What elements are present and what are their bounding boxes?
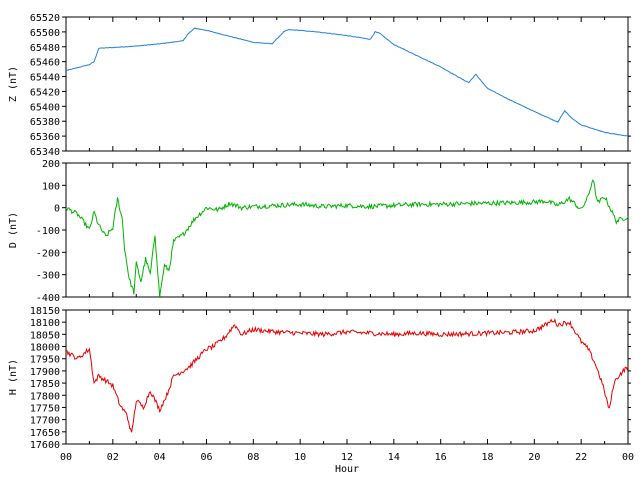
y-tick-label: 65400	[30, 102, 60, 113]
y-tick-label: 100	[42, 181, 60, 192]
y-axis-label: D (nT)	[8, 212, 19, 248]
x-tick-label: 00	[60, 452, 72, 463]
x-axis-label: Hour	[335, 464, 359, 475]
series-line	[66, 27, 629, 137]
y-tick-label: 18150	[30, 306, 60, 317]
x-tick-label: 06	[200, 452, 212, 463]
y-tick-label: -100	[36, 226, 60, 237]
y-tick-label: 200	[42, 159, 60, 170]
y-tick-label: 65340	[30, 147, 60, 158]
y-tick-label: 65480	[30, 43, 60, 54]
y-tick-label: 17850	[30, 379, 60, 390]
y-tick-label: -400	[36, 293, 60, 304]
y-tick-label: 65460	[30, 58, 60, 69]
x-tick-label: 16	[435, 452, 447, 463]
y-tick-label: 0	[54, 204, 60, 215]
panel-frame	[65, 162, 629, 298]
y-tick-label: 65380	[30, 117, 60, 128]
y-axis-label: Z (nT)	[8, 66, 19, 102]
y-tick-label: -200	[36, 248, 60, 259]
series-line	[65, 318, 629, 433]
y-tick-label: -300	[36, 271, 60, 282]
x-tick-label: 20	[528, 452, 540, 463]
y-tick-label: 18100	[30, 318, 60, 329]
y-tick-label: 65360	[30, 132, 60, 143]
panel-frame	[65, 16, 629, 152]
x-tick-label: 08	[247, 452, 259, 463]
y-tick-label: 65500	[30, 28, 60, 39]
y-tick-label: 17950	[30, 355, 60, 366]
y-tick-label: 17650	[30, 428, 60, 439]
y-axis-label: H (nT)	[8, 359, 19, 395]
series-line	[65, 179, 629, 298]
x-tick-label: 18	[481, 452, 493, 463]
x-tick-label: 14	[388, 452, 400, 463]
x-tick-label: 22	[575, 452, 587, 463]
y-tick-label: 65420	[30, 87, 60, 98]
y-tick-label: 17800	[30, 391, 60, 402]
x-tick-label: 10	[294, 452, 306, 463]
y-tick-label: 17750	[30, 403, 60, 414]
x-tick-label: 04	[154, 452, 166, 463]
y-tick-label: 17900	[30, 367, 60, 378]
x-tick-label: 12	[341, 452, 353, 463]
y-tick-label: 65440	[30, 73, 60, 84]
y-tick-label: 18050	[30, 330, 60, 341]
y-tick-label: 18000	[30, 343, 60, 354]
x-tick-label: 00	[622, 452, 634, 463]
x-tick-label: 02	[107, 452, 119, 463]
y-tick-label: 17700	[30, 416, 60, 427]
panel-frame	[65, 309, 629, 445]
y-tick-label: 17600	[30, 440, 60, 451]
y-tick-label: 65520	[30, 13, 60, 24]
